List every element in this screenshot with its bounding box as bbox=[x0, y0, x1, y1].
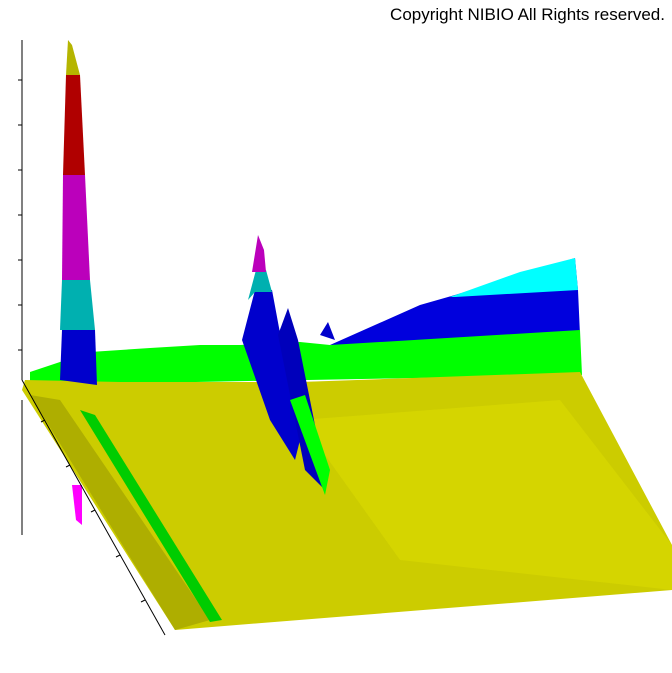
axis-ticks bbox=[18, 79, 146, 603]
peak2-magenta bbox=[252, 235, 266, 272]
depth-axis bbox=[21, 379, 166, 636]
peak1-yellow bbox=[66, 40, 80, 75]
peak1-magenta-lower bbox=[72, 485, 82, 525]
peak2-blue bbox=[242, 290, 300, 460]
cyan-band bbox=[450, 258, 578, 297]
floor-ridge bbox=[30, 395, 210, 630]
peak1-blue bbox=[60, 330, 97, 385]
peak4-blue bbox=[320, 322, 335, 340]
floor-highlight bbox=[300, 400, 672, 590]
green-ridge bbox=[80, 410, 222, 622]
peak1-cyan bbox=[60, 280, 95, 330]
green-band bbox=[30, 330, 582, 385]
peak1-red bbox=[63, 75, 85, 175]
copyright: Copyright NIBIO All Rights reserved. bbox=[390, 5, 665, 24]
peak3-green bbox=[290, 395, 330, 495]
peak1-magenta bbox=[62, 175, 90, 280]
peak2-cyan bbox=[248, 270, 272, 300]
